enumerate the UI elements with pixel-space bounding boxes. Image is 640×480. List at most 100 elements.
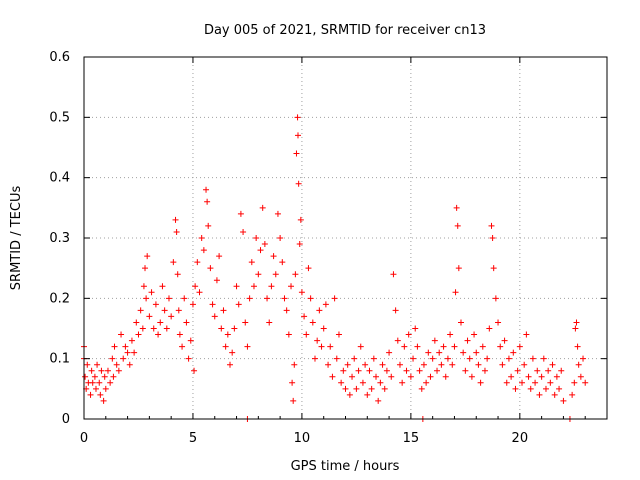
data-point (277, 235, 284, 241)
data-point (209, 301, 216, 308)
data-point (438, 361, 445, 368)
data-point (293, 150, 300, 157)
data-point (394, 337, 401, 344)
data-point (294, 114, 301, 121)
data-point (514, 367, 521, 374)
data-point (580, 355, 587, 362)
data-point (405, 331, 412, 338)
data-point (447, 331, 454, 338)
data-point (163, 325, 170, 332)
data-point (431, 337, 438, 344)
data-point (512, 385, 519, 392)
data-point (101, 373, 108, 380)
data-point (294, 132, 301, 139)
data-point (444, 355, 451, 362)
data-point (551, 391, 558, 398)
data-point (349, 373, 356, 380)
data-point (338, 379, 345, 386)
data-point (233, 283, 240, 290)
data-point (185, 355, 192, 362)
data-point (486, 325, 493, 332)
data-point (222, 343, 229, 350)
data-point (218, 325, 225, 332)
data-point (213, 277, 220, 284)
data-point (386, 349, 393, 356)
data-point (392, 307, 399, 314)
data-point (170, 259, 177, 266)
data-point (279, 259, 286, 266)
data-point (179, 343, 186, 350)
data-point (187, 337, 194, 344)
data-point (368, 385, 375, 392)
data-point (120, 355, 127, 362)
data-point (91, 373, 98, 380)
data-point (272, 271, 279, 278)
data-point (126, 361, 133, 368)
data-point (87, 391, 94, 398)
data-point (89, 379, 96, 386)
data-point (173, 228, 180, 235)
data-point (143, 295, 150, 302)
data-point (495, 319, 502, 326)
data-point (471, 331, 478, 338)
data-point (484, 355, 491, 362)
data-point (510, 349, 517, 356)
data-point (464, 337, 471, 344)
data-point (264, 295, 271, 302)
data-point (558, 367, 565, 374)
data-point (248, 259, 255, 266)
data-point (307, 295, 314, 302)
data-point (203, 186, 210, 193)
data-point (455, 265, 462, 272)
data-point (434, 367, 441, 374)
data-point (109, 355, 116, 362)
data-point (492, 295, 499, 302)
data-point (577, 373, 584, 380)
x-tick-label: 5 (189, 431, 197, 446)
data-point (527, 385, 534, 392)
data-point (375, 397, 382, 404)
data-point (96, 379, 103, 386)
data-point (100, 397, 107, 404)
data-point (340, 367, 347, 374)
data-point (505, 355, 512, 362)
data-point (118, 331, 125, 338)
data-point (301, 313, 308, 320)
data-point (574, 343, 581, 350)
data-point (468, 373, 475, 380)
data-point (536, 391, 543, 398)
data-point (268, 283, 275, 290)
data-point (220, 307, 227, 314)
data-point (84, 361, 91, 368)
data-point (473, 349, 480, 356)
data-point (224, 331, 231, 338)
data-point (351, 355, 358, 362)
data-point (113, 361, 120, 368)
data-point (549, 361, 556, 368)
data-point (140, 283, 147, 290)
data-point (572, 325, 579, 332)
data-point (373, 373, 380, 380)
data-point (94, 361, 101, 368)
data-point (204, 198, 211, 205)
data-point (288, 283, 295, 290)
data-point (525, 373, 532, 380)
data-point (82, 373, 89, 380)
data-point (316, 307, 323, 314)
data-point (314, 337, 321, 344)
data-point (157, 319, 164, 326)
data-point (270, 253, 277, 260)
data-point (155, 331, 162, 338)
data-point (88, 367, 95, 374)
data-point (560, 397, 567, 404)
data-point (462, 367, 469, 374)
data-point (569, 391, 576, 398)
data-point (499, 361, 506, 368)
data-point (457, 319, 464, 326)
data-point (490, 265, 497, 272)
data-point (359, 379, 366, 386)
data-point (274, 210, 281, 217)
data-point (466, 355, 473, 362)
data-point (181, 295, 188, 302)
